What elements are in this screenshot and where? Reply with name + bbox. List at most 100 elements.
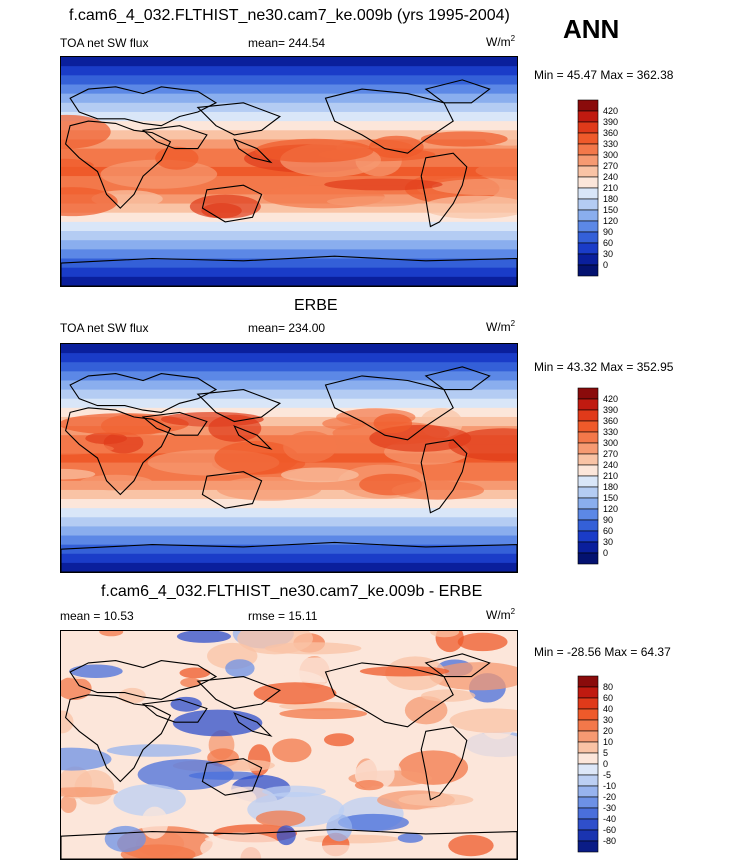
- difference-region: [430, 631, 460, 638]
- colorbar-swatch: [577, 99, 599, 112]
- colorbar-tick-label: 150: [603, 493, 618, 503]
- difference-region: [200, 832, 283, 859]
- colorbar-swatch: [577, 763, 599, 776]
- latitude-band: [61, 276, 517, 286]
- colorbar-tick-label: 5: [603, 748, 608, 758]
- latitude-band: [61, 267, 517, 278]
- colorbar-swatch: [577, 818, 599, 831]
- difference-region: [136, 722, 176, 732]
- colorbar-swatch: [577, 508, 599, 521]
- continent-outline: [424, 366, 491, 391]
- flux-region: [61, 442, 114, 455]
- colorbar-swatch: [577, 431, 599, 444]
- difference-region: [61, 795, 77, 814]
- latitude-band: [61, 562, 517, 572]
- difference-region: [323, 733, 355, 747]
- colorbar-swatch: [577, 530, 599, 543]
- difference-region: [354, 780, 384, 791]
- flux-region: [283, 431, 337, 463]
- latitude-band: [61, 499, 517, 510]
- panel2-title: ERBE: [294, 297, 338, 314]
- continent-outline: [324, 88, 454, 154]
- colorbar-tick-label: 30: [603, 249, 613, 259]
- colorbar-swatch: [577, 442, 599, 455]
- colorbar-tick-label: 420: [603, 106, 618, 116]
- latitude-band: [61, 398, 517, 409]
- latitude-band: [61, 526, 517, 537]
- colorbar-swatch: [577, 796, 599, 809]
- continent-outline: [69, 86, 218, 127]
- colorbar-swatch: [577, 209, 599, 222]
- panel2-mean-label: mean= 234.00: [248, 321, 326, 335]
- difference-region: [280, 657, 356, 683]
- latitude-band: [61, 121, 517, 132]
- difference-region: [118, 687, 146, 704]
- colorbar-swatch: [577, 774, 599, 787]
- panel2-units: W/m2: [486, 319, 516, 334]
- colorbar-tick-label: 420: [603, 394, 618, 404]
- flux-region: [216, 476, 322, 501]
- panel2-minmax: Min = 43.32 Max = 352.95: [534, 360, 674, 374]
- continent-outline: [324, 662, 454, 728]
- latitude-band: [61, 221, 517, 233]
- colorbar-swatch: [577, 176, 599, 189]
- panel1-title: f.cam6_4_032.FLTHIST_ne30.cam7_ke.009b (…: [69, 7, 510, 24]
- latitude-band: [61, 535, 517, 546]
- panel1-mean-label: mean= 244.54: [248, 36, 326, 50]
- panel2-map: [60, 343, 518, 573]
- colorbar-tick-label: 240: [603, 172, 618, 182]
- colorbar-swatch: [577, 242, 599, 255]
- difference-region: [176, 631, 231, 643]
- colorbar-swatch: [577, 253, 599, 266]
- difference-region: [397, 833, 424, 843]
- colorbar-tick-label: -20: [603, 792, 616, 802]
- continent-outline: [233, 712, 273, 737]
- difference-region: [448, 834, 494, 857]
- flux-region: [160, 411, 264, 427]
- latitude-band: [61, 84, 517, 95]
- panel1-map: [60, 56, 518, 287]
- continent-outline: [64, 120, 172, 209]
- panel3-colorbar: 80 60 40 30 20 10 5 0 -5 -10 -20 -30 -40 -60 -80: [577, 675, 638, 854]
- colorbar-tick-label: 330: [603, 139, 618, 149]
- colorbar-tick-label: -60: [603, 825, 616, 835]
- colorbar-tick-label: 30: [603, 537, 613, 547]
- colorbar-swatch: [577, 398, 599, 411]
- flux-region: [214, 440, 299, 475]
- flux-region: [391, 480, 485, 500]
- colorbar-swatch: [577, 741, 599, 754]
- colorbar-tick-label: 0: [603, 260, 608, 270]
- continent-outline: [233, 138, 273, 164]
- colorbar-tick-label: 390: [603, 405, 618, 415]
- colorbar-swatch: [577, 486, 599, 499]
- latitude-band: [61, 353, 517, 364]
- colorbar-tick-label: -5: [603, 770, 611, 780]
- season-label: ANN: [563, 14, 620, 44]
- colorbar-tick-label: 60: [603, 693, 613, 703]
- difference-region: [141, 806, 169, 839]
- difference-region: [180, 677, 202, 688]
- difference-region: [326, 634, 423, 646]
- latitude-band: [61, 517, 517, 528]
- panel2-variable-label: TOA net SW flux: [60, 321, 149, 335]
- colorbar-tick-label: 240: [603, 460, 618, 470]
- latitude-band: [61, 258, 517, 269]
- colorbar-tick-label: 40: [603, 704, 613, 714]
- colorbar-tick-label: 30: [603, 715, 613, 725]
- flux-region: [431, 178, 517, 196]
- colorbar-swatch: [577, 519, 599, 532]
- colorbar-tick-label: 300: [603, 438, 618, 448]
- latitude-band: [61, 212, 517, 223]
- continent-outline: [424, 653, 491, 678]
- latitude-band: [61, 66, 517, 77]
- colorbar-swatch: [577, 541, 599, 554]
- flux-region: [61, 468, 96, 480]
- colorbar-tick-label: 20: [603, 726, 613, 736]
- colorbar-tick-label: 180: [603, 194, 618, 204]
- continent-outline: [69, 660, 218, 700]
- flux-region: [475, 161, 517, 180]
- colorbar-swatch: [577, 807, 599, 820]
- continent-outline: [420, 439, 468, 514]
- difference-region: [113, 784, 186, 817]
- continent-outline: [201, 471, 263, 509]
